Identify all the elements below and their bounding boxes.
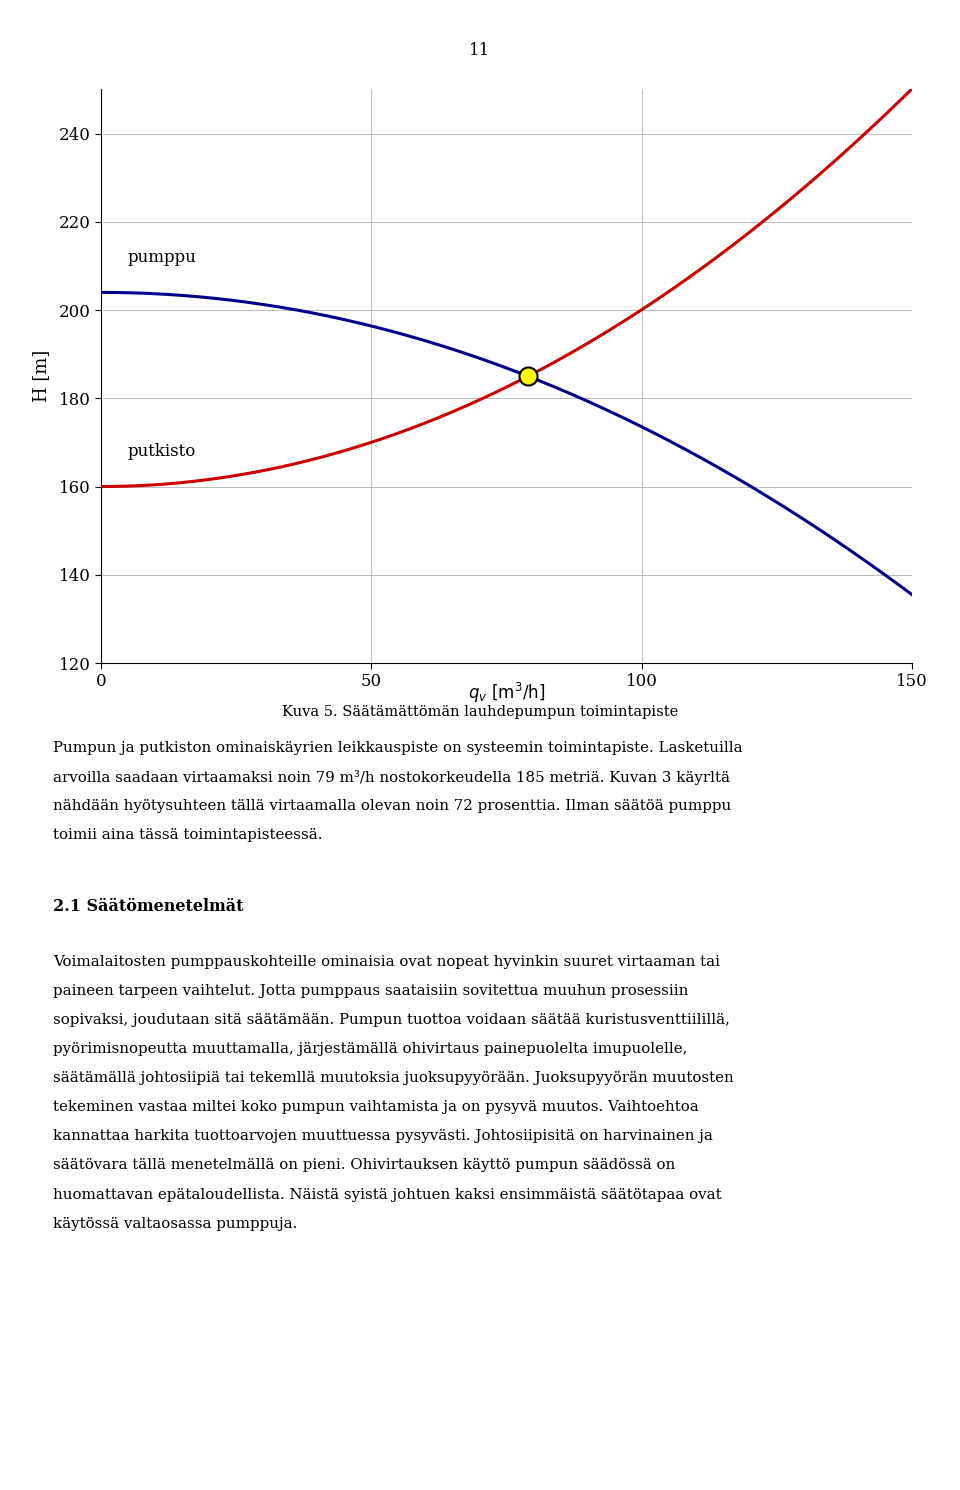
Text: tekeminen vastaa miltei koko pumpun vaihtamista ja on pysyvä muutos. Vaihtoehtoa: tekeminen vastaa miltei koko pumpun vaih… [53, 1100, 699, 1115]
Text: säätövara tällä menetelmällä on pieni. Ohivirtauksen käyttö pumpun säädössä on: säätövara tällä menetelmällä on pieni. O… [53, 1159, 675, 1173]
Text: sopivaksi, joudutaan sitä säätämään. Pumpun tuottoa voidaan säätää kuristusventt: sopivaksi, joudutaan sitä säätämään. Pum… [53, 1013, 730, 1027]
Text: Voimalaitosten pumppauskohteille ominaisia ovat nopeat hyvinkin suuret virtaaman: Voimalaitosten pumppauskohteille ominais… [53, 955, 720, 968]
Text: 11: 11 [469, 42, 491, 58]
Text: arvoilla saadaan virtaamaksi noin 79 m³/h nostokorkeudella 185 metriä. Kuvan 3 k: arvoilla saadaan virtaamaksi noin 79 m³/… [53, 770, 730, 785]
Text: säätämällä johtosiipiä tai tekemllä muutoksia juoksupyyörään. Juoksupyyörän muut: säätämällä johtosiipiä tai tekemllä muut… [53, 1071, 733, 1085]
Y-axis label: H [m]: H [m] [33, 350, 50, 402]
Text: pyörimisnopeutta muuttamalla, järjestämällä ohivirtaus painepuolelta imupuolelle: pyörimisnopeutta muuttamalla, järjestämä… [53, 1043, 687, 1056]
Text: $q_v\ \mathrm{[m^3/h]}$: $q_v\ \mathrm{[m^3/h]}$ [468, 681, 545, 705]
Text: Pumpun ja putkiston ominaiskäyrien leikkauspiste on systeemin toimintapiste. Las: Pumpun ja putkiston ominaiskäyrien leikk… [53, 741, 742, 754]
Text: huomattavan epätaloudellista. Näistä syistä johtuen kaksi ensimmäistä säätötapaa: huomattavan epätaloudellista. Näistä syi… [53, 1188, 721, 1201]
Text: putkisto: putkisto [128, 443, 196, 460]
Text: 2.1 Säätömenetelmät: 2.1 Säätömenetelmät [53, 898, 243, 915]
Text: paineen tarpeen vaihtelut. Jotta pumppaus saataisiin sovitettua muuhun prosessii: paineen tarpeen vaihtelut. Jotta pumppau… [53, 985, 688, 998]
Text: Kuva 5. Säätämättömän lauhdepumpun toimintapiste: Kuva 5. Säätämättömän lauhdepumpun toimi… [282, 705, 678, 718]
Text: toimii aina tässä toimintapisteessä.: toimii aina tässä toimintapisteessä. [53, 828, 323, 842]
Text: käytössä valtaosassa pumppuja.: käytössä valtaosassa pumppuja. [53, 1216, 298, 1231]
Text: kannattaa harkita tuottoarvojen muuttuessa pysyvästi. Johtosiipisitä on harvinai: kannattaa harkita tuottoarvojen muuttues… [53, 1129, 712, 1143]
Text: nähdään hyötysuhteen tällä virtaamalla olevan noin 72 prosenttia. Ilman säätöä p: nähdään hyötysuhteen tällä virtaamalla o… [53, 799, 732, 812]
Text: pumppu: pumppu [128, 249, 197, 265]
